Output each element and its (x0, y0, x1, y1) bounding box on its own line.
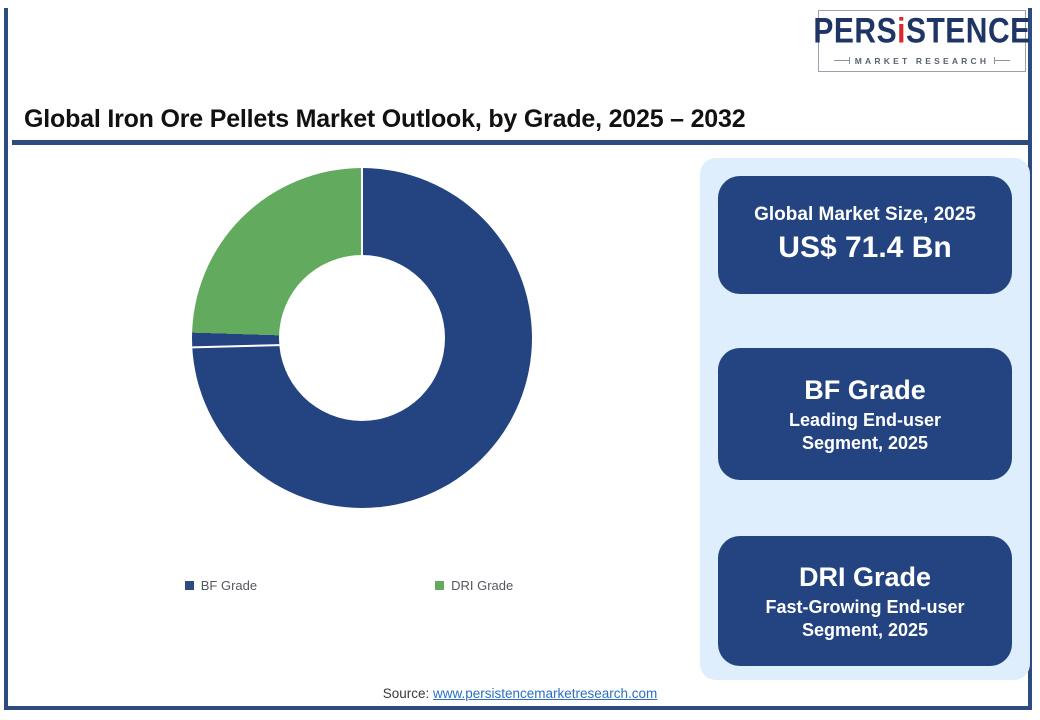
logo-rule-left-icon (833, 57, 850, 64)
card-leading-segment-title: BF Grade (804, 374, 926, 405)
slice-divider-top (361, 168, 363, 258)
legend-label-bf-grade: BF Grade (200, 578, 258, 593)
page-title: Global Iron Ore Pellets Market Outlook, … (24, 105, 746, 133)
legend-item-bf-grade[interactable]: BF Grade (184, 578, 258, 593)
card-market-size-value: US$ 71.4 Bn (778, 230, 952, 264)
legend-swatch-dri-grade (435, 581, 445, 590)
card-market-size-label: Global Market Size, 2025 (754, 203, 976, 225)
logo-wordmark-accent-i: i (897, 11, 906, 51)
legend-label-dri-grade: DRI Grade (451, 578, 514, 593)
source-footer: Source: www.persistencemarketresearch.co… (0, 686, 1040, 701)
card-fastest-segment-subtitle-line1: Fast-Growing End-user (765, 597, 965, 618)
brand-logo: PERSiSTENCE MARKET RESEARCH (813, 10, 1030, 72)
card-market-size: Global Market Size, 2025 US$ 71.4 Bn (718, 176, 1012, 294)
legend-item-dri-grade[interactable]: DRI Grade (435, 578, 513, 593)
card-leading-segment: BF Grade Leading End-user Segment, 2025 (718, 348, 1012, 480)
highlights-panel: Global Market Size, 2025 US$ 71.4 Bn BF … (700, 158, 1030, 680)
legend-swatch-bf-grade (184, 581, 194, 590)
source-label: Source: (382, 686, 433, 701)
logo-rule-right-icon (994, 57, 1011, 64)
logo-tagline: MARKET RESEARCH (854, 55, 990, 66)
card-leading-segment-subtitle-line1: Leading End-user (788, 410, 941, 431)
chart-container: BF Grade DRI Grade (14, 150, 684, 670)
source-link[interactable]: www.persistencemarketresearch.com (432, 686, 658, 701)
card-fastest-segment: DRI Grade Fast-Growing End-user Segment,… (718, 536, 1012, 666)
logo-wordmark-part2: STENCE (905, 11, 1031, 51)
logo-wordmark: PERSiSTENCE (813, 11, 1031, 51)
title-divider (12, 140, 1030, 145)
chart-legend: BF Grade DRI Grade (14, 578, 684, 593)
card-leading-segment-subtitle-line2: Segment, 2025 (801, 432, 929, 453)
logo-tagline-row: MARKET RESEARCH (833, 55, 1011, 66)
page-border (4, 8, 1032, 710)
logo-wordmark-part1: PERS (813, 11, 898, 51)
donut-center-hole (279, 255, 445, 421)
donut-chart (192, 168, 532, 508)
card-fastest-segment-title: DRI Grade (798, 561, 932, 592)
card-fastest-segment-subtitle-line2: Segment, 2025 (801, 619, 929, 640)
